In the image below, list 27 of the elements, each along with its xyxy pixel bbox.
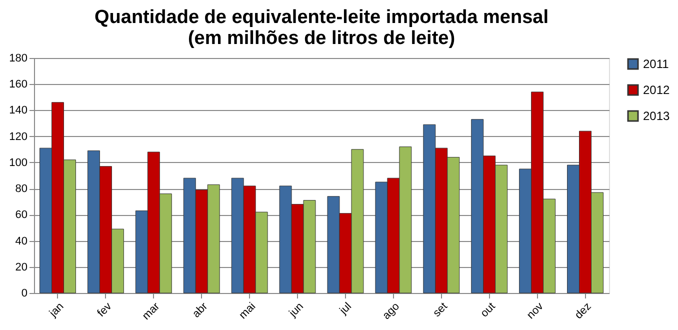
- y-tick-label: 140: [9, 104, 28, 117]
- legend-label: 2012: [643, 83, 670, 97]
- x-tick-label: ago: [380, 300, 402, 322]
- x-tick-label: mar: [140, 300, 162, 322]
- x-tick-label: set: [431, 300, 450, 320]
- text: (em milhões de litros de leite): [188, 28, 456, 49]
- x-tick-label: nov: [524, 300, 546, 322]
- legend-label: 2011: [643, 57, 670, 71]
- x-tick-label: out: [478, 300, 498, 320]
- y-tick-label: 120: [9, 130, 28, 143]
- x-tick-label: jun: [286, 300, 306, 320]
- y-tick-label: 20: [15, 261, 28, 274]
- y-tick-label: 40: [15, 235, 28, 248]
- text: Quantidade de equivalente-leite importada mensal: [94, 7, 549, 28]
- y-tick-label: 100: [9, 156, 28, 169]
- y-tick-label: 180: [9, 52, 28, 64]
- legend-label: 2013: [643, 109, 670, 123]
- x-tick-label: jul: [336, 300, 354, 318]
- x-tick-label: dez: [572, 300, 594, 322]
- y-tick-label: 60: [15, 209, 28, 222]
- y-tick-label: 0: [21, 288, 28, 300]
- y-tick-label: 80: [15, 183, 28, 196]
- x-tick-label: abr: [190, 300, 210, 320]
- x-tick-label: mai: [237, 300, 258, 322]
- y-tick-label: 160: [9, 78, 28, 91]
- x-tick-label: jan: [46, 300, 66, 320]
- x-tick-label: fev: [95, 300, 115, 320]
